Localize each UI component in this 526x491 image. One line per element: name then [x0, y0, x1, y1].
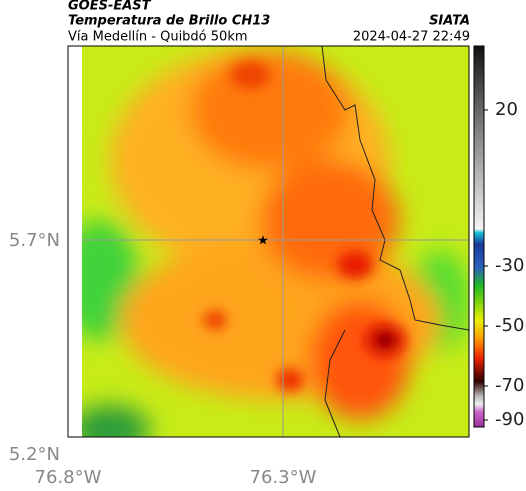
- colorbar-tick-label: -70: [495, 375, 524, 396]
- colorbar-tick-label: -50: [495, 315, 524, 336]
- subtitle: Vía Medellín - Quibdó 50km: [68, 30, 248, 45]
- lon-label: 76.3°W: [250, 467, 317, 488]
- colorbar-tick-label: 20: [495, 99, 518, 120]
- colorbar-tick-label: -90: [495, 409, 524, 430]
- source: SIATA: [429, 14, 470, 29]
- location-marker: ★: [257, 234, 269, 249]
- lon-label: 76.8°W: [35, 467, 102, 488]
- lat-label: 5.7°N: [9, 230, 60, 251]
- satellite-image: [82, 46, 469, 437]
- colorbar-tick-label: -30: [495, 255, 524, 276]
- colorbar: [473, 45, 485, 428]
- map-frame: [67, 45, 470, 438]
- product: GOES-EAST: [68, 0, 152, 14]
- colorbar-ticks: 20 -30 -50 -70 -90: [484, 99, 524, 430]
- title: Temperatura de Brillo CH13: [68, 14, 270, 29]
- datetime: 2024-04-27 22:49: [353, 30, 470, 45]
- lat-label: 5.2°N: [9, 444, 60, 465]
